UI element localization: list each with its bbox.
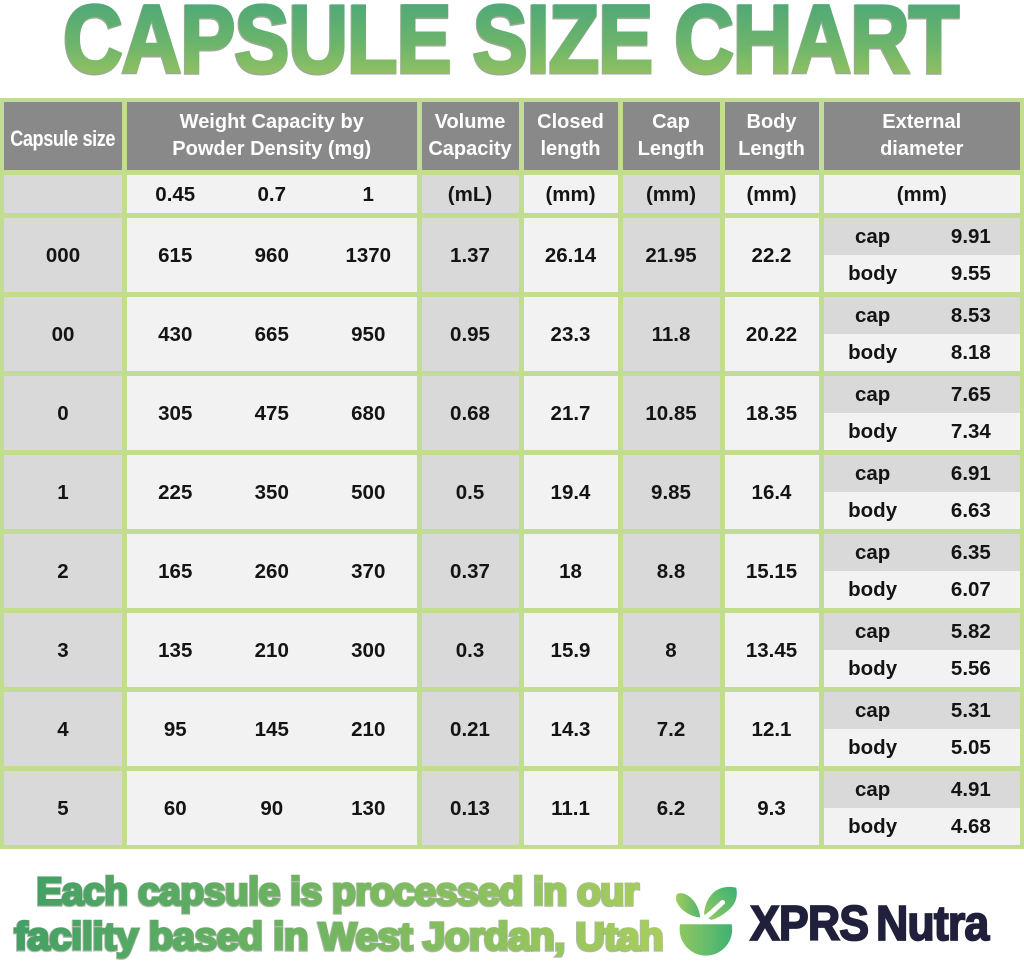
svg-text:Each capsule is processed in o: Each capsule is processed in our <box>36 871 639 914</box>
svg-text:Each capsule is processed in o: Each capsule is processed in our <box>36 871 639 914</box>
svg-text:CAPSULE SIZE CHART: CAPSULE SIZE CHART <box>63 0 958 92</box>
svg-text:facility based in West Jordan,: facility based in West Jordan, Utah <box>14 915 663 958</box>
svg-text:facility based in West Jordan,: facility based in West Jordan, Utah <box>14 916 663 959</box>
svg-text:CAPSULE SIZE CHART: CAPSULE SIZE CHART <box>63 0 958 93</box>
